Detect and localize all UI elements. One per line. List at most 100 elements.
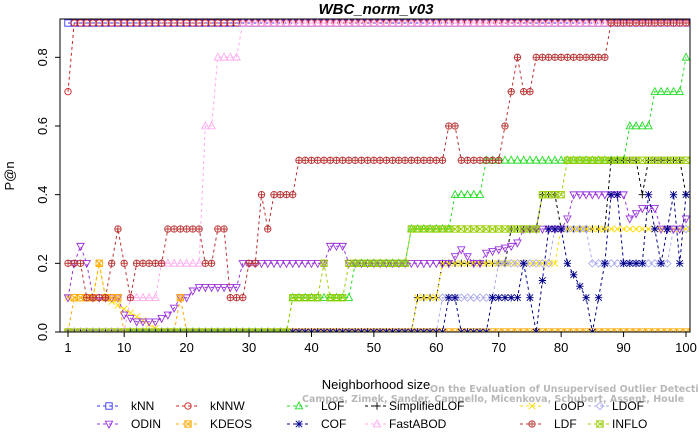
data-point [370, 156, 378, 164]
y-tick-label: 0.6 [35, 117, 50, 135]
data-point [382, 19, 391, 27]
legend-label: COF [321, 417, 346, 431]
legend-swatch-marker [184, 420, 192, 428]
data-point [413, 19, 422, 27]
data-point [144, 318, 154, 327]
data-point [313, 260, 323, 269]
series-line-ldof [68, 228, 686, 332]
data-point [325, 19, 335, 27]
data-point [108, 328, 116, 332]
data-point [581, 191, 591, 200]
data-point [620, 225, 628, 233]
data-point [625, 215, 635, 224]
data-point [626, 225, 634, 233]
data-point [669, 190, 678, 199]
x-tick-label: 50 [367, 340, 381, 355]
legend-item-ldf: LDF [520, 417, 577, 431]
data-point [264, 225, 272, 233]
data-point [182, 327, 191, 332]
data-point [607, 190, 615, 199]
series-line-cof [68, 194, 687, 332]
y-tick-label: 0.4 [35, 186, 50, 204]
data-point [463, 156, 472, 164]
data-point [395, 156, 403, 164]
legend-swatch-marker [372, 419, 382, 428]
legend-swatch-marker [528, 420, 536, 428]
data-point [263, 327, 273, 332]
data-point [662, 258, 672, 268]
data-point [238, 327, 248, 332]
data-point [619, 19, 628, 27]
data-point [519, 259, 528, 268]
y-tick-label: 0.2 [35, 254, 50, 272]
data-point [576, 282, 584, 290]
data-point [188, 327, 198, 332]
data-point [350, 327, 360, 332]
series-line-inflo [68, 159, 686, 332]
data-point [164, 328, 172, 332]
data-point [475, 260, 485, 269]
data-point [101, 327, 110, 332]
data-point [114, 328, 122, 332]
data-point [245, 259, 253, 267]
data-point [644, 328, 653, 332]
series-odin [63, 191, 690, 327]
data-point [469, 189, 479, 198]
data-point [207, 328, 216, 332]
data-point [169, 258, 179, 267]
data-point [294, 19, 304, 27]
data-point [114, 225, 122, 233]
data-point [569, 328, 578, 332]
data-point [656, 225, 666, 234]
data-point [338, 19, 348, 27]
data-point [595, 225, 603, 233]
data-point [488, 19, 497, 27]
data-point [294, 260, 304, 269]
data-point [232, 284, 241, 293]
data-point [550, 19, 560, 27]
data-point [90, 327, 96, 332]
data-point [102, 327, 109, 332]
data-point [588, 258, 597, 268]
data-point [263, 260, 273, 269]
data-point [451, 328, 459, 332]
data-point [121, 327, 127, 332]
data-point [488, 293, 497, 302]
data-point [644, 258, 653, 268]
data-point [494, 258, 504, 268]
data-point [626, 259, 634, 268]
data-point [638, 190, 647, 199]
data-point [132, 327, 142, 332]
data-point [501, 328, 509, 332]
data-point [326, 156, 334, 164]
data-point [457, 259, 465, 267]
data-point [314, 156, 322, 164]
data-point [681, 224, 690, 234]
data-point [163, 327, 173, 332]
legend-item-ldof: LDOF [588, 399, 644, 413]
data-point [345, 156, 353, 164]
data-point [513, 53, 522, 61]
legend-swatch-marker [104, 420, 114, 429]
data-point [407, 156, 415, 164]
data-point [300, 327, 310, 332]
data-point [638, 156, 646, 164]
data-point [126, 315, 135, 324]
data-point [120, 259, 128, 267]
data-point [513, 328, 522, 332]
data-point [64, 259, 72, 267]
data-point [96, 327, 102, 332]
legend-swatch-marker [528, 402, 536, 410]
legend-label: INFLO [612, 417, 647, 431]
data-point [426, 156, 434, 164]
legend-swatch-marker [295, 420, 303, 428]
data-point [538, 328, 547, 332]
data-point [244, 19, 254, 27]
data-point [139, 259, 147, 267]
data-point [569, 19, 578, 27]
data-point [250, 19, 260, 27]
data-point [550, 155, 560, 164]
data-point [432, 294, 440, 302]
data-point [76, 327, 85, 332]
data-point [638, 328, 646, 332]
